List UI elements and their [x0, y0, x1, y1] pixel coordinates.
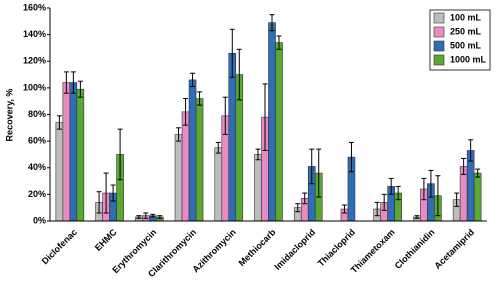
error-bar	[428, 169, 434, 198]
x-tick-label: Clothianidin	[393, 227, 437, 271]
error-bar	[176, 127, 182, 142]
error-bar	[56, 115, 62, 130]
error-bar	[348, 141, 354, 173]
error-bar	[395, 185, 401, 201]
error-bar	[255, 148, 261, 161]
bar	[214, 147, 223, 222]
legend-label: 100 mL	[450, 12, 482, 22]
bar	[195, 98, 204, 222]
error-bar	[381, 193, 387, 211]
error-bar	[454, 192, 460, 207]
error-bar	[309, 148, 315, 185]
bar	[275, 42, 283, 222]
error-bar	[215, 141, 221, 154]
y-tick-label: 60%	[28, 136, 46, 146]
bar	[228, 52, 237, 222]
error-bar	[435, 175, 441, 217]
y-tick-label: 120%	[23, 56, 46, 66]
error-bar	[77, 80, 83, 98]
error-bar	[421, 177, 427, 201]
bar	[174, 134, 183, 222]
error-bar	[341, 204, 347, 214]
legend-label: 1000 mL	[450, 54, 487, 64]
legend-swatch	[433, 26, 445, 38]
error-bar	[222, 96, 228, 135]
legend-label: 500 mL	[450, 40, 482, 50]
bar	[69, 82, 78, 222]
error-bar	[229, 28, 235, 78]
bar	[181, 111, 190, 222]
error-bar	[295, 203, 301, 213]
legend-swatch	[433, 12, 445, 24]
error-bar	[262, 83, 268, 151]
error-bar	[374, 201, 380, 217]
x-tick-label: Methiocarb	[237, 227, 278, 268]
error-bar	[276, 35, 282, 50]
error-bar	[468, 139, 474, 162]
error-bar	[269, 14, 275, 32]
bar	[254, 154, 262, 222]
legend-swatch	[433, 54, 445, 66]
error-bar	[136, 215, 142, 219]
error-bar	[461, 157, 467, 175]
y-tick-label: 0%	[33, 215, 46, 225]
error-bar	[388, 177, 394, 195]
error-bar	[70, 71, 76, 94]
error-bar	[103, 172, 109, 214]
error-bar	[117, 128, 123, 181]
bar	[188, 79, 197, 222]
error-bar	[183, 98, 189, 126]
y-tick-label: 100%	[23, 82, 46, 92]
y-tick-label: 20%	[28, 189, 46, 199]
x-tick-label: Thiacloprid	[316, 227, 357, 268]
error-bar	[150, 213, 156, 218]
error-bar	[302, 192, 308, 205]
x-tick-label: Imidacloprid	[272, 227, 317, 272]
y-tick-label: 40%	[28, 162, 46, 172]
error-bar	[190, 72, 196, 88]
bar	[473, 172, 482, 222]
legend-swatch	[433, 40, 445, 52]
error-bar	[110, 184, 116, 202]
y-tick-label: 80%	[28, 109, 46, 119]
error-bar	[197, 91, 203, 106]
y-tick-label: 160%	[23, 2, 46, 12]
error-bar	[236, 48, 242, 101]
x-tick-label: EHMC	[93, 227, 119, 253]
legend-label: 250 mL	[450, 26, 482, 36]
bar	[268, 22, 276, 222]
y-axis-label: Recovery, %	[4, 89, 14, 142]
error-bar	[316, 148, 322, 198]
error-bar	[475, 168, 481, 178]
bar	[62, 82, 71, 222]
error-bar	[414, 215, 420, 219]
x-tick-label: Acetamiprid	[432, 227, 476, 271]
error-bar	[63, 71, 69, 94]
bar	[76, 88, 85, 222]
y-tick-label: 140%	[23, 29, 46, 39]
x-tick-label: Diclofenac	[40, 227, 79, 266]
bar	[55, 122, 64, 222]
error-bar	[96, 191, 102, 214]
error-bar	[157, 215, 163, 219]
error-bar	[143, 212, 149, 219]
